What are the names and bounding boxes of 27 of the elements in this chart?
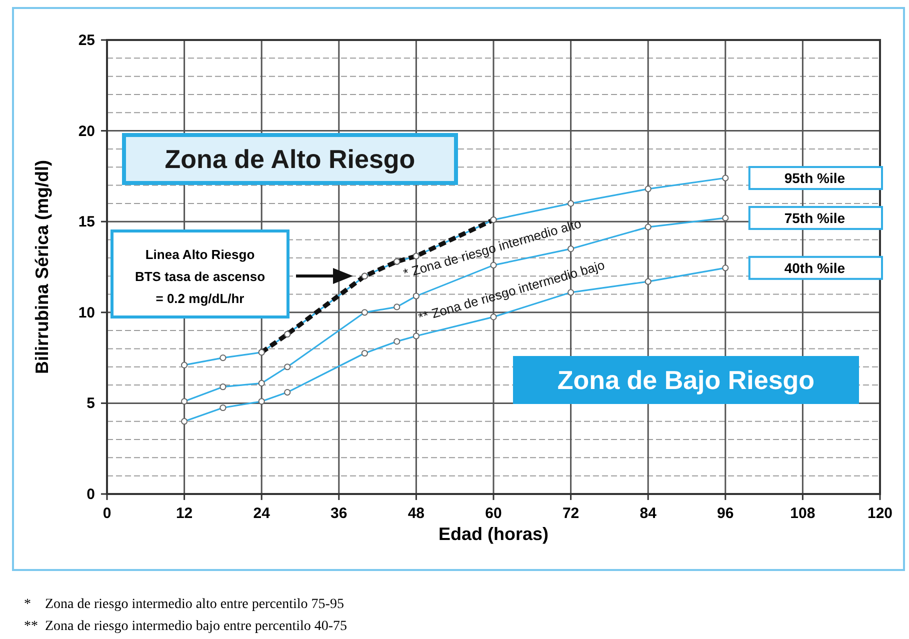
y-tick-label: 20: [78, 122, 95, 140]
annotation: Zona de Bajo Riesgo: [557, 365, 815, 395]
x-tick-label: 96: [717, 505, 734, 522]
x-tick-label: 72: [562, 505, 580, 522]
y-tick-label: 0: [86, 486, 95, 503]
text: 95th %ile: [784, 170, 846, 186]
text: ** Zona de riesgo intermedio bajo entre percentilo 40-75: [24, 619, 348, 634]
x-axis-title: Edad (horas): [438, 524, 549, 544]
text: 40th %ile: [784, 260, 846, 276]
annotation: Linea Alto Riesgo BTS tasa de ascenso = 0.2 mg/dL/hr: [134, 247, 266, 306]
x-tick-label: 84: [640, 505, 658, 522]
x-tick-label: 36: [330, 505, 348, 522]
text: 75th %ile: [784, 210, 846, 226]
x-tick-label: 12: [176, 505, 193, 522]
x-tick-label: 108: [790, 505, 816, 522]
annotation: Zona de Alto Riesgo: [164, 144, 416, 174]
x-tick-label: 48: [408, 505, 425, 522]
x-tick-label: 60: [485, 505, 502, 522]
y-tick-label: 5: [86, 395, 95, 412]
y-tick-label: 10: [78, 304, 95, 322]
x-tick-label: 0: [102, 505, 112, 522]
text: * Zona de riesgo intermedio alto entre percentilo 75-95: [24, 597, 344, 612]
x-tick-label: 24: [253, 505, 271, 522]
y-tick-label: 25: [78, 32, 95, 49]
y-axis-title: Bilirrubina Sérica (mg/dl): [32, 160, 52, 374]
y-tick-label: 15: [78, 214, 95, 231]
x-tick-label: 120: [867, 505, 893, 522]
